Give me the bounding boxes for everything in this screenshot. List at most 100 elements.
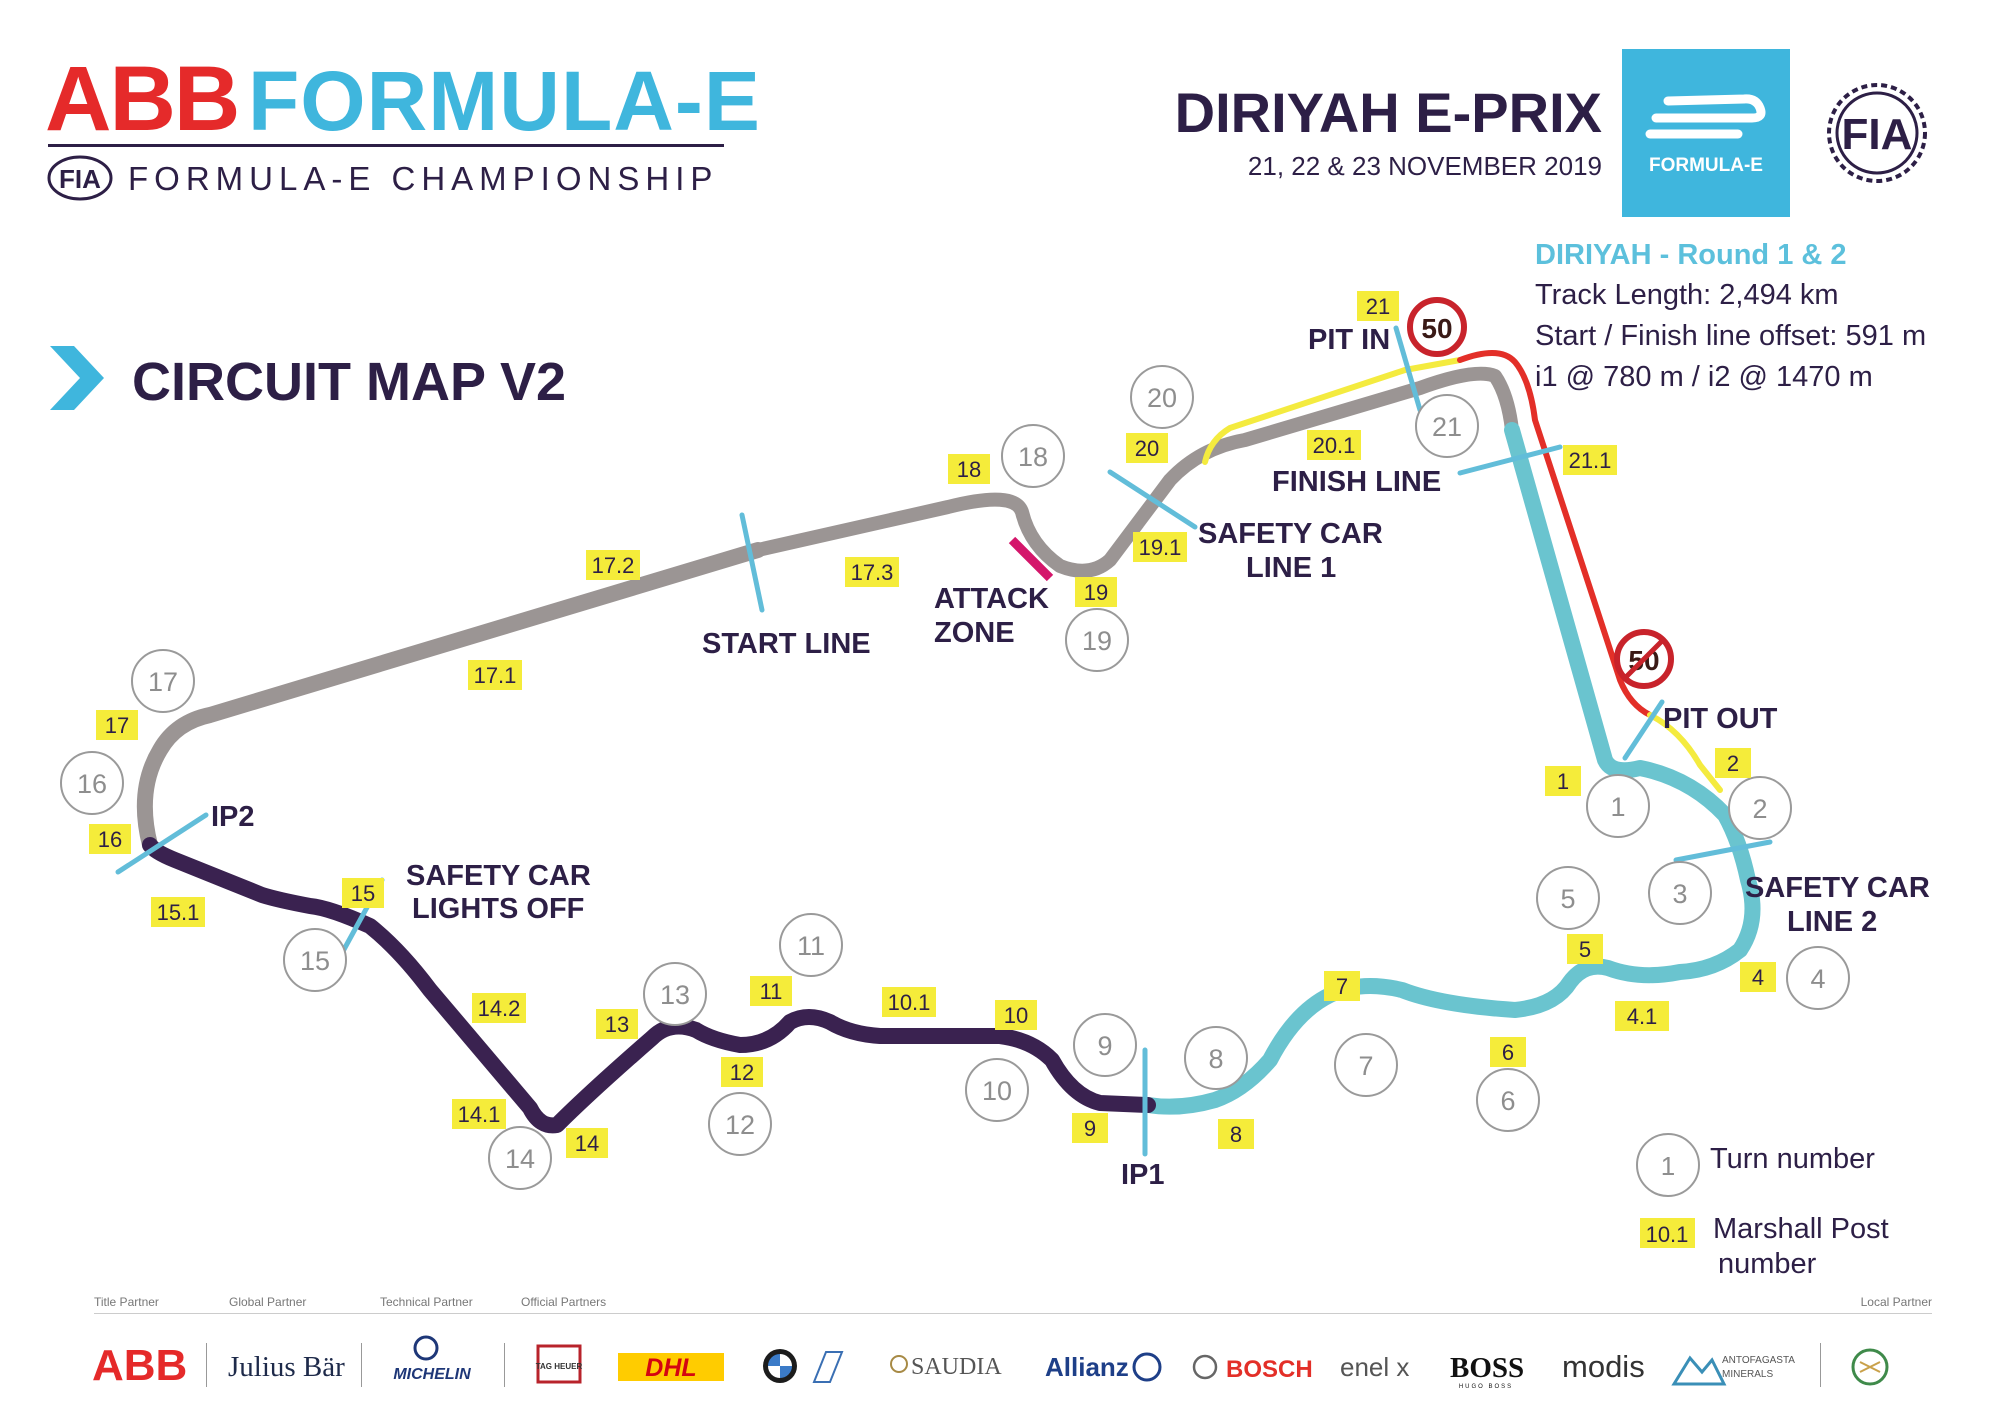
legend-turn-circle — [1636, 1133, 1700, 1197]
track-sector-grey — [751, 366, 1519, 578]
turn-21: 21 — [1415, 394, 1479, 458]
track-sector-purple — [142, 837, 1156, 1134]
marshal-post-2: 2 — [1715, 748, 1751, 778]
marshal-post-label: 17.2 — [592, 553, 635, 578]
turn-1: 1 — [1586, 774, 1650, 838]
event-dates: 21, 22 & 23 NOVEMBER 2019 — [1248, 151, 1602, 181]
svg-text:BOSS: BOSS — [1450, 1352, 1524, 1384]
bosch-armature-icon — [1192, 1354, 1218, 1380]
abb-formula-e-logo: ABB FORMULA-E FIA FORMULA-E CHAMPIONSHIP — [45, 48, 761, 201]
marshal-post-19: 19 — [1075, 577, 1117, 607]
attack-zone-label-2: ZONE — [934, 617, 1015, 649]
formula-e-logo-box: FORMULA-E — [1622, 49, 1790, 217]
turn-7: 7 — [1334, 1033, 1398, 1097]
legend-turn-label: Turn number — [1710, 1143, 1875, 1175]
allianz-eagle-icon — [1132, 1352, 1162, 1382]
marshal-post-17-2: 17.2 — [586, 550, 640, 580]
turn-3: 3 — [1648, 861, 1712, 925]
turn-19: 19 — [1065, 608, 1129, 672]
safety-car-line-1-label-1: SAFETY CAR — [1198, 518, 1383, 550]
marshal-post-label: 18 — [957, 457, 981, 482]
marshal-post-label: 21 — [1366, 294, 1390, 319]
bmw-i-icon — [812, 1351, 844, 1383]
bosch-logo: BOSCH — [1192, 1354, 1313, 1383]
marshal-post-15-1: 15.1 — [151, 897, 205, 927]
turn-number-label: 7 — [1358, 1051, 1373, 1081]
formula-e-wordmark: FORMULA-E — [248, 54, 761, 148]
marshal-post-label: 17.3 — [851, 560, 894, 585]
svg-text:DHL: DHL — [645, 1354, 696, 1382]
turn-number-label: 8 — [1208, 1044, 1223, 1074]
event-title: DIRIYAH E-PRIX — [1175, 81, 1602, 144]
turn-number-label: 13 — [660, 980, 690, 1010]
speed-limit-sign: 50 — [1407, 297, 1467, 357]
marshal-post-label: 15.1 — [157, 900, 200, 925]
dhl-logo: DHL — [618, 1353, 724, 1382]
pit-in-marker — [1393, 325, 1423, 413]
marshal-post-label: 19 — [1084, 580, 1108, 605]
marshal-post-label: 4.1 — [1627, 1004, 1658, 1029]
start-line-marker — [739, 512, 765, 613]
track — [136, 350, 1761, 1134]
intermediates: i1 @ 780 m / i2 @ 1470 m — [1535, 361, 1873, 393]
svg-text:FIA: FIA — [1842, 110, 1913, 159]
pit-out-label: PIT OUT — [1663, 703, 1778, 735]
svg-text:FIA: FIA — [59, 164, 101, 194]
marshal-post-label: 19.1 — [1139, 535, 1182, 560]
saudia-emblem-icon — [890, 1355, 908, 1373]
turn-number-label: 21 — [1432, 412, 1462, 442]
marshal-post-label: 20.1 — [1313, 433, 1356, 458]
marshal-post-14: 14 — [566, 1128, 608, 1158]
svg-text:FORMULA-E: FORMULA-E — [1649, 155, 1763, 176]
finish-line-marker — [1457, 444, 1563, 476]
championship-text: FORMULA-E CHAMPIONSHIP — [128, 160, 718, 197]
chevron-right-icon — [50, 346, 104, 410]
turn-number-label: 4 — [1810, 964, 1825, 994]
marshal-post-label: 12 — [730, 1060, 754, 1085]
sponsor-footer: Title Partner Global Partner Technical P… — [92, 1295, 1932, 1390]
sponsor-category-technical: Technical Partner — [380, 1295, 473, 1309]
marshal-post-label: 2 — [1727, 751, 1739, 776]
abb-sponsor-logo: ABB — [92, 1341, 187, 1390]
antofagasta-mountain-icon — [1671, 1355, 1727, 1386]
michelin-man-icon — [413, 1335, 439, 1361]
julius-baer-logo: Julius Bär — [228, 1351, 345, 1383]
legend: 1 Turn number 10.1 Marshall Post number — [1636, 1133, 1889, 1280]
marshal-post-21: 21 — [1357, 291, 1399, 321]
pit-lane-red — [1457, 350, 1653, 718]
ip1-label: IP1 — [1121, 1159, 1165, 1191]
turn-13: 13 — [643, 962, 707, 1026]
track-sector-grey-back — [136, 542, 766, 853]
svg-text:TAG HEUER: TAG HEUER — [536, 1362, 583, 1371]
bmw-i-logo — [763, 1349, 844, 1383]
turn-8: 8 — [1184, 1026, 1248, 1090]
turn-10: 10 — [965, 1058, 1029, 1122]
svg-text:50: 50 — [1421, 313, 1452, 344]
marshal-post-7: 7 — [1324, 971, 1360, 1001]
turn-number-label: 15 — [300, 946, 330, 976]
marshal-post-5: 5 — [1567, 934, 1603, 964]
marshal-post-12: 12 — [721, 1057, 763, 1087]
marshal-post-label: 11 — [760, 979, 783, 1004]
track-sector-teal — [1140, 422, 1761, 1115]
legend-post-box — [1640, 1218, 1695, 1248]
turn-17: 17 — [131, 649, 195, 713]
marshal-post-11: 11 — [750, 976, 792, 1006]
marshal-post-label: 14 — [575, 1131, 599, 1156]
boss-logo: BOSS HUGO BOSS — [1450, 1352, 1524, 1390]
turn-4: 4 — [1786, 946, 1850, 1010]
turn-number-label: 18 — [1018, 442, 1048, 472]
marshal-post-20: 20 — [1126, 433, 1168, 463]
turn-18: 18 — [1001, 424, 1065, 488]
marshal-post-label: 21.1 — [1569, 448, 1612, 473]
marshal-post-18: 18 — [948, 454, 990, 484]
track-labels: PIT IN FINISH LINE PIT OUT START LINE AT… — [211, 324, 1930, 1191]
saudi-emblem-icon — [1851, 1348, 1889, 1386]
attack-zone-label-1: ATTACK — [934, 583, 1049, 615]
marshal-post-4-1: 4.1 — [1615, 1001, 1669, 1031]
safety-car-line-1-marker — [1107, 469, 1198, 530]
marshal-post-10: 10 — [995, 1000, 1037, 1030]
svg-text:ANTOFAGASTA: ANTOFAGASTA — [1722, 1355, 1795, 1366]
